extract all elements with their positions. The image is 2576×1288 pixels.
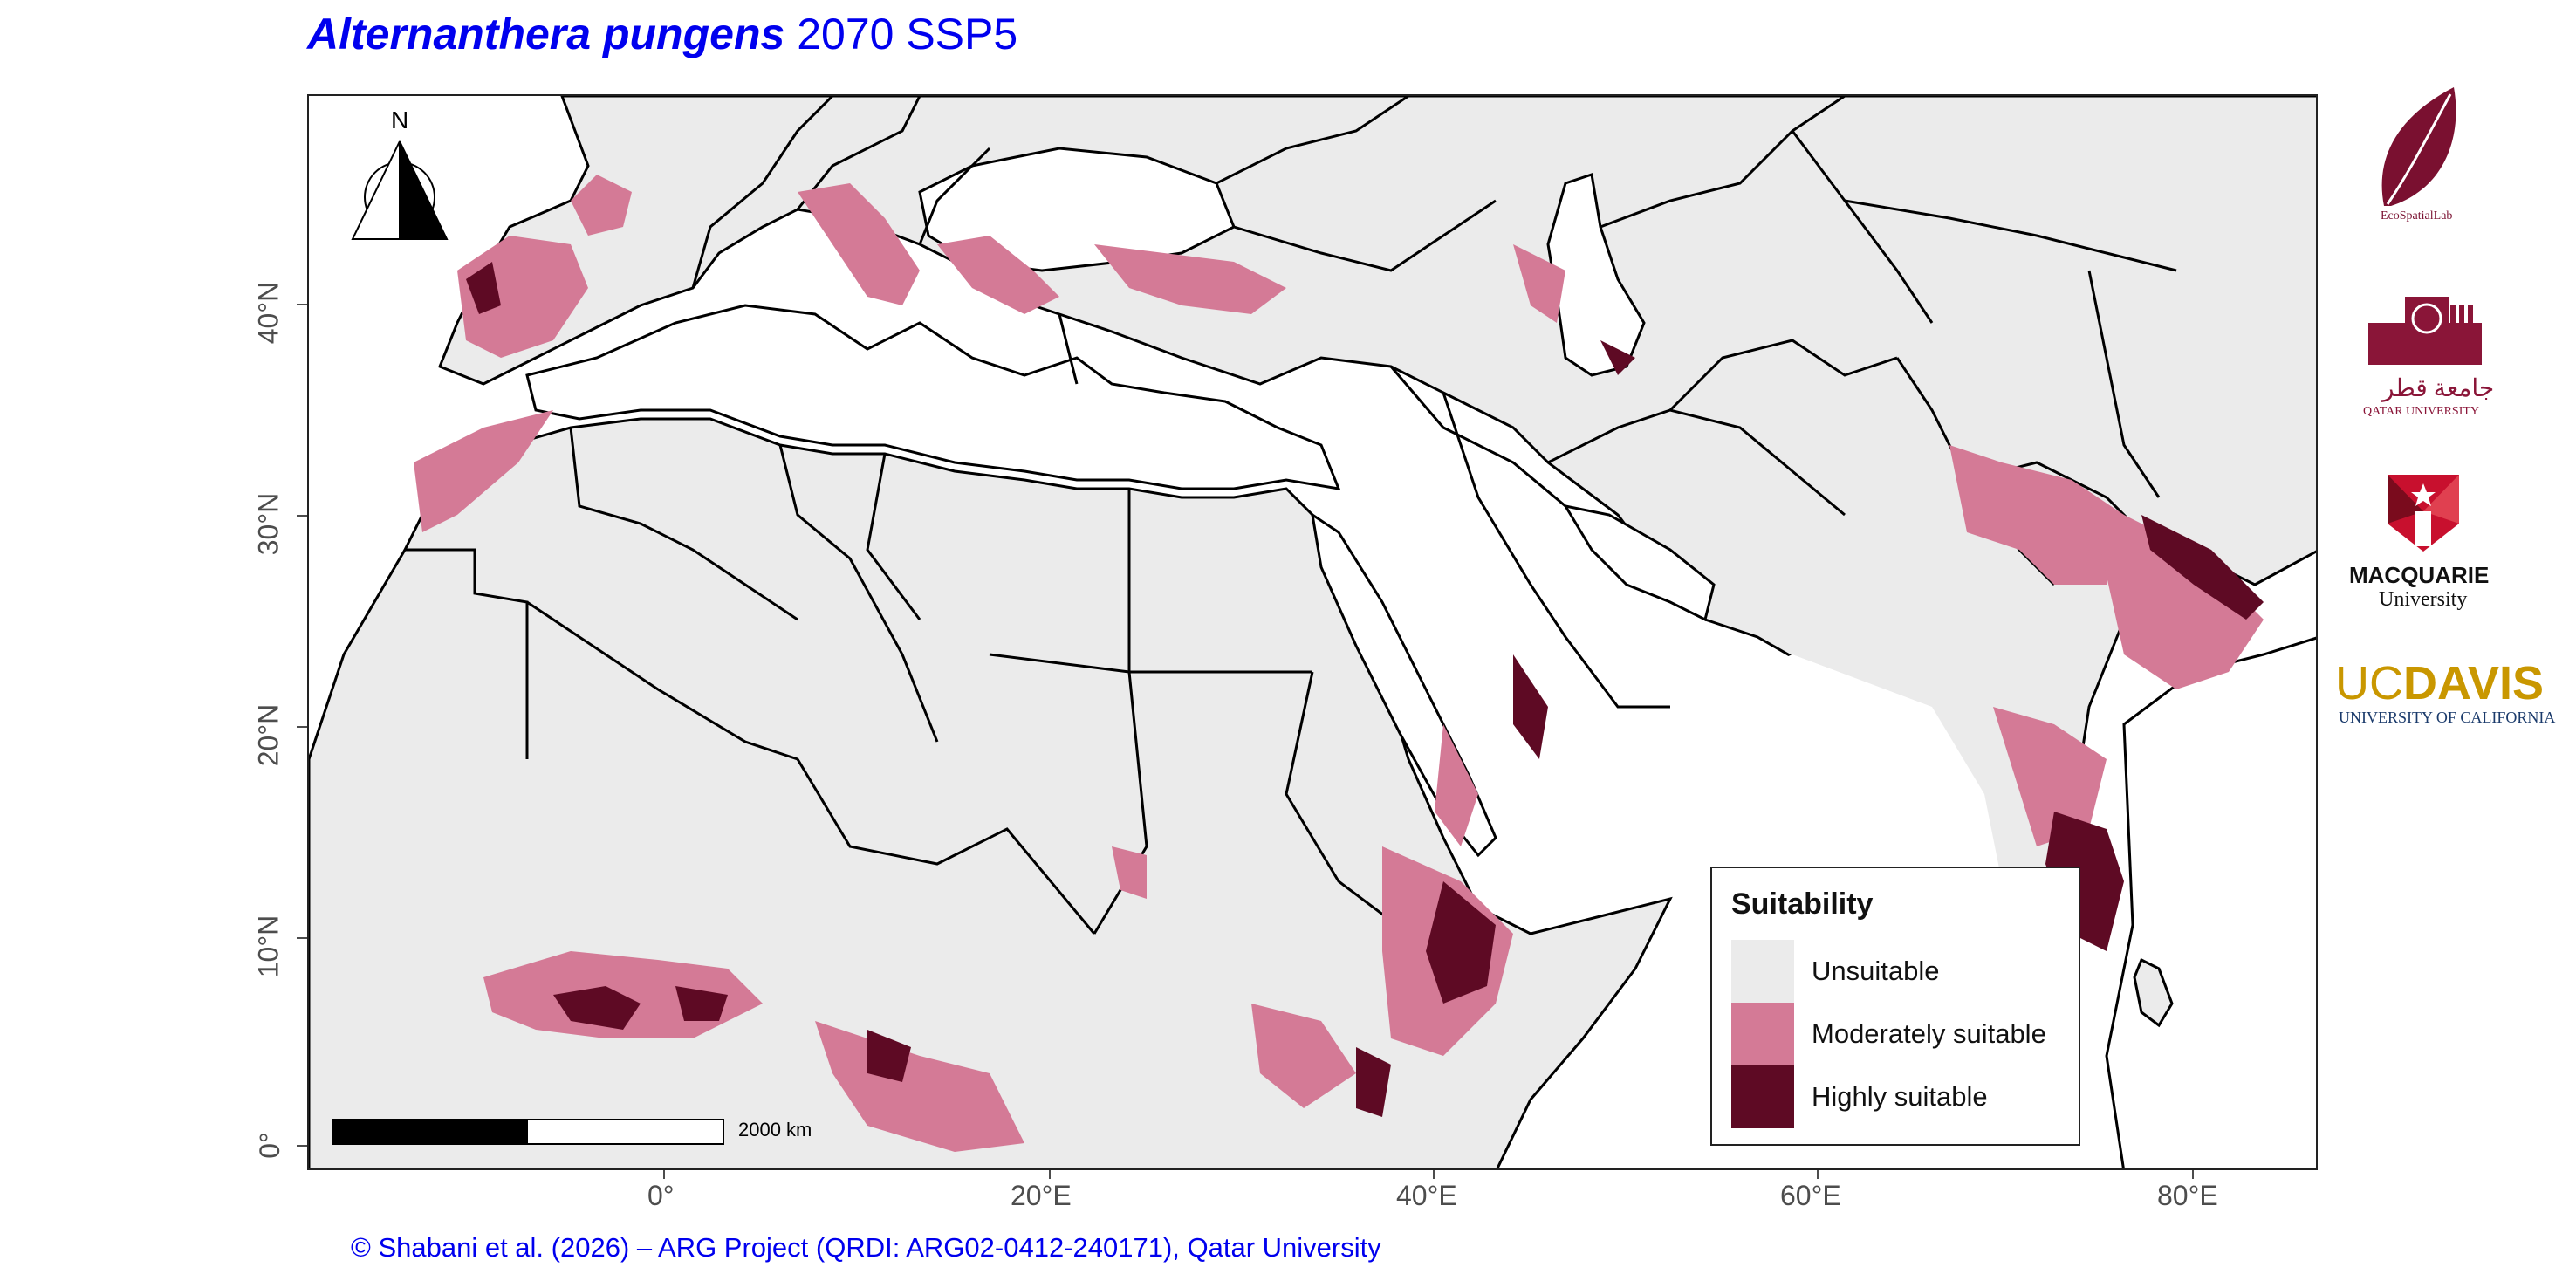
uc-davis-sub: UNIVERSITY OF CALIFORNIA — [2339, 709, 2556, 726]
credit-line: © Shabani et al. (2026) – ARG Project (Q… — [351, 1232, 1381, 1263]
y-tick-mark — [297, 304, 307, 305]
x-tick-80e: 80°E — [2157, 1180, 2218, 1211]
x-tick-mark — [1049, 1170, 1051, 1179]
y-tick-0: 0° — [253, 1132, 285, 1159]
y-tick-mark — [297, 726, 307, 728]
x-tick-mark — [663, 1170, 665, 1179]
qatar-university-arabic: جامعة قطر — [2382, 375, 2495, 402]
scenario-label: 2070 SSP5 — [797, 10, 1018, 58]
compass-icon — [351, 140, 449, 240]
legend-label-high: Highly suitable — [1812, 1081, 1988, 1112]
legend-swatch-high — [1731, 1065, 1794, 1128]
persian-gulf — [1562, 504, 1716, 622]
map-title: Alternanthera pungens 2070 SSP5 — [307, 9, 1017, 59]
x-tick-mark — [1433, 1170, 1435, 1179]
macquarie-sub: University — [2379, 588, 2468, 611]
legend-label-moderate: Moderately suitable — [1812, 1018, 2046, 1049]
x-tick-mark — [1817, 1170, 1819, 1179]
y-tick-mark — [297, 515, 307, 517]
legend: Suitability Unsuitable Moderately suitab… — [1710, 867, 2080, 1146]
ecospatiallab-name: EcoSpatialLab — [2381, 209, 2453, 223]
legend-swatch-moderate — [1731, 1003, 1794, 1065]
x-tick-40e: 40°E — [1396, 1180, 1457, 1211]
map-canvas — [309, 96, 2316, 1168]
macquarie-lighthouse-icon — [2388, 475, 2459, 552]
x-tick-60e: 60°E — [1780, 1180, 1841, 1211]
y-tick-40n: 40°N — [252, 281, 284, 345]
species-name: Alternanthera pungens — [307, 10, 785, 58]
north-label: N — [391, 106, 409, 134]
bay-of-bengal — [2105, 636, 2316, 1168]
qatar-university-name: QATAR UNIVERSITY — [2363, 405, 2480, 418]
x-tick-20e: 20°E — [1011, 1180, 1072, 1211]
y-tick-30n: 30°N — [252, 492, 284, 556]
x-tick-mark — [2192, 1170, 2194, 1179]
scale-bar-black-segment — [333, 1120, 528, 1143]
scale-bar — [332, 1119, 724, 1145]
legend-title: Suitability — [1731, 887, 1874, 921]
y-tick-mark — [297, 937, 307, 939]
university-building-icon — [2368, 297, 2482, 365]
x-tick-0: 0° — [647, 1180, 675, 1211]
map-panel — [307, 94, 2318, 1170]
north-arrow: N — [349, 106, 454, 246]
legend-label-unsuitable: Unsuitable — [1812, 956, 1940, 986]
macquarie-university-logo: MACQUARIE University — [2347, 471, 2504, 620]
scale-bar-label: 2000 km — [738, 1119, 812, 1141]
uc-davis-uc: UC — [2335, 657, 2403, 709]
qatar-university-logo: جامعة قطر QATAR UNIVERSITY — [2356, 288, 2496, 419]
mediterranean-sea — [525, 304, 1341, 490]
leaf-icon — [2381, 87, 2456, 206]
sri-lanka — [2133, 957, 2174, 1028]
legend-swatch-unsuitable — [1731, 940, 1794, 1003]
uc-davis-logo: UCDAVIS UNIVERSITY OF CALIFORNIA — [2335, 660, 2562, 738]
y-tick-mark — [297, 1145, 307, 1147]
y-tick-10n: 10°N — [252, 915, 284, 978]
ecospatiallab-logo: EcoSpatialLab — [2367, 84, 2471, 232]
macquarie-name: MACQUARIE — [2349, 562, 2490, 588]
uc-davis-davis: DAVIS — [2403, 657, 2545, 709]
y-tick-20n: 20°N — [252, 703, 284, 767]
